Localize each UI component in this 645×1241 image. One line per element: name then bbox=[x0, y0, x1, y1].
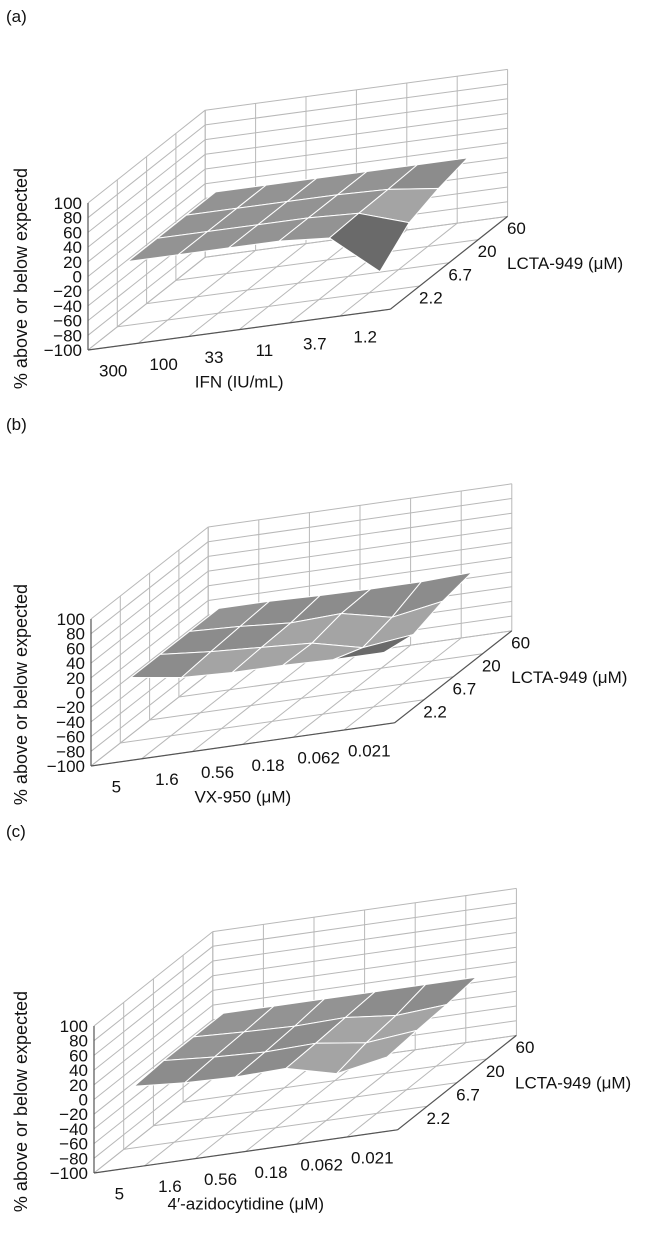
z-tick-label: −100 bbox=[50, 1164, 88, 1183]
y-tick-label: 6.7 bbox=[448, 265, 472, 284]
x-tick-label: 11 bbox=[256, 341, 274, 360]
z-tick-label: 80 bbox=[66, 625, 85, 644]
axes bbox=[87, 203, 508, 351]
z-tick-label: 40 bbox=[63, 238, 82, 257]
z-tick-label: 60 bbox=[63, 223, 82, 242]
z-tick-label: −40 bbox=[53, 297, 82, 316]
z-tick-label: 0 bbox=[79, 1091, 88, 1110]
z-tick-label: −80 bbox=[59, 1149, 88, 1168]
z-tick-label: 100 bbox=[54, 194, 82, 213]
axes bbox=[90, 619, 513, 767]
y-tick-label: 20 bbox=[482, 656, 501, 675]
z-tick-label: −60 bbox=[56, 728, 85, 747]
y-tick-label: 60 bbox=[516, 1038, 535, 1057]
y-tick-label: 20 bbox=[486, 1062, 505, 1081]
y-tick-label: 2.2 bbox=[419, 289, 443, 308]
y-tick-label: 20 bbox=[478, 242, 497, 261]
z-tick-label: −40 bbox=[56, 713, 85, 732]
x-axis-title: IFN (IU/mL) bbox=[195, 373, 284, 392]
x-axis-title: VX-950 (μM) bbox=[194, 787, 291, 806]
x-tick-label: 0.56 bbox=[201, 763, 234, 782]
x-tick-label: 5 bbox=[115, 1184, 124, 1203]
z-tick-label: 20 bbox=[66, 669, 85, 688]
x-tick-label: 0.021 bbox=[351, 1148, 394, 1167]
x-tick-label: 1.6 bbox=[155, 770, 179, 789]
surface bbox=[126, 157, 470, 273]
z-tick-label: −60 bbox=[59, 1135, 88, 1154]
z-tick-label: 40 bbox=[66, 654, 85, 673]
z-tick-label: 20 bbox=[69, 1076, 88, 1095]
panel-label: (b) bbox=[6, 415, 27, 434]
x-tick-label: 0.021 bbox=[348, 741, 391, 760]
surface-cell bbox=[336, 1029, 418, 1075]
z-tick-label: 60 bbox=[69, 1046, 88, 1065]
z-axis-title: % above or below expected bbox=[11, 991, 31, 1212]
z-tick-label: 40 bbox=[69, 1061, 88, 1080]
z-tick-label: −20 bbox=[59, 1105, 88, 1124]
x-tick-label: 100 bbox=[149, 355, 177, 374]
x-axis-title: 4′-azidocytidine (μM) bbox=[168, 1194, 325, 1213]
surface-cell bbox=[328, 212, 410, 273]
z-tick-label: −20 bbox=[56, 698, 85, 717]
z-tick-label: 60 bbox=[66, 639, 85, 658]
y-axis-title: LCTA-949 (μM) bbox=[515, 1074, 631, 1093]
z-tick-label: −100 bbox=[44, 341, 82, 360]
z-tick-label: −20 bbox=[53, 282, 82, 301]
z-tick-label: −80 bbox=[56, 742, 85, 761]
surface bbox=[129, 571, 474, 679]
x-tick-label: 0.062 bbox=[300, 1156, 343, 1175]
x-tick-label: 0.18 bbox=[252, 756, 285, 775]
z-tick-label: −80 bbox=[53, 326, 82, 345]
x-tick-label: 0.56 bbox=[204, 1170, 237, 1189]
z-tick-label: 100 bbox=[60, 1017, 88, 1036]
x-tick-label: 1.6 bbox=[158, 1177, 182, 1196]
surface-cell bbox=[333, 634, 414, 661]
z-tick-label: 100 bbox=[57, 610, 85, 629]
y-tick-label: 6.7 bbox=[456, 1085, 480, 1104]
panel-label: (c) bbox=[6, 822, 26, 841]
y-tick-label: 2.2 bbox=[423, 702, 447, 721]
z-tick-label: −40 bbox=[59, 1120, 88, 1139]
y-tick-label: 60 bbox=[511, 633, 530, 652]
panel-label: (a) bbox=[6, 7, 27, 26]
y-tick-label: 6.7 bbox=[453, 679, 477, 698]
z-tick-label: 0 bbox=[76, 684, 85, 703]
x-tick-label: 0.062 bbox=[297, 749, 340, 768]
x-tick-label: 33 bbox=[205, 348, 224, 367]
x-tick-label: 1.2 bbox=[353, 328, 377, 347]
x-tick-label: 300 bbox=[99, 362, 127, 381]
z-tick-label: 0 bbox=[73, 268, 82, 287]
z-tick-label: 80 bbox=[63, 209, 82, 228]
z-axis-title: % above or below expected bbox=[11, 584, 31, 805]
z-axis-title: % above or below expected bbox=[11, 168, 31, 389]
surface bbox=[132, 976, 478, 1087]
y-tick-label: 2.2 bbox=[426, 1109, 450, 1128]
z-tick-label: 20 bbox=[63, 253, 82, 272]
z-tick-label: 80 bbox=[69, 1032, 88, 1051]
z-tick-label: −60 bbox=[53, 312, 82, 331]
y-tick-label: 60 bbox=[507, 219, 526, 238]
y-axis-title: LCTA-949 (μM) bbox=[511, 668, 627, 687]
y-axis-title: LCTA-949 (μM) bbox=[507, 254, 623, 273]
x-tick-label: 5 bbox=[112, 777, 121, 796]
x-tick-label: 0.18 bbox=[255, 1163, 288, 1182]
z-tick-label: −100 bbox=[47, 757, 85, 776]
x-tick-label: 3.7 bbox=[303, 334, 327, 353]
axes bbox=[93, 1026, 517, 1174]
